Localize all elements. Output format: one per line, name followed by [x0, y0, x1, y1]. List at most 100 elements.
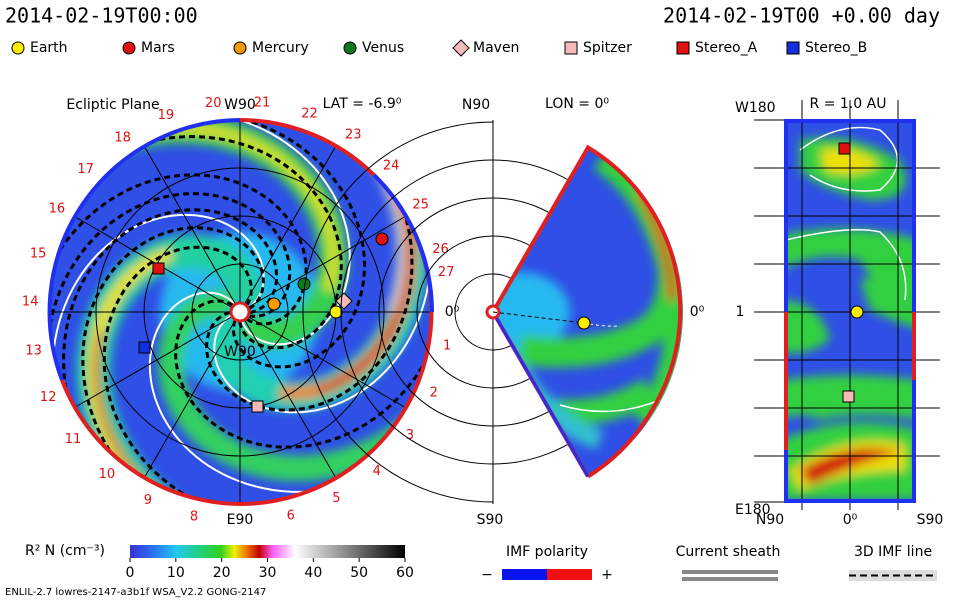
legend-label: Mercury	[252, 40, 309, 56]
imf-line	[161, 120, 414, 412]
sheath-line	[786, 229, 907, 301]
imf-line	[48, 135, 343, 374]
axis-label: W90	[224, 344, 256, 360]
grid-arc	[302, 121, 494, 503]
axis-label: 0⁰	[445, 304, 460, 320]
axis-label: W90	[224, 97, 256, 113]
sheath-line	[682, 570, 778, 574]
imf-line	[81, 226, 391, 504]
colorbar-tick-label: 10	[167, 565, 185, 581]
sheath-line	[48, 120, 351, 346]
sector-label: 21	[254, 96, 271, 111]
lat-label: LAT = -6.9⁰	[323, 96, 402, 112]
sector-label: 2	[430, 385, 438, 400]
field-band	[87, 248, 346, 504]
axis-label: 0⁰	[843, 512, 858, 528]
meridional-panel: N90 LON = 0⁰ 0⁰ S90	[302, 96, 705, 528]
time-right: 2014-02-19T00 +0.00 day	[663, 4, 940, 28]
legend-marker	[564, 41, 578, 55]
legend-label: Spitzer	[583, 40, 632, 56]
axis-label: W180	[735, 100, 776, 116]
colorbar-tick-label: 20	[213, 565, 231, 581]
legend-marker	[786, 41, 800, 55]
legend-label: Earth	[30, 40, 68, 56]
imf-line	[174, 120, 432, 449]
radial-panel: W180 R = 1.0 AU 1 E180 N90 0⁰ S90	[735, 96, 943, 528]
sector-label: 9	[144, 493, 152, 508]
sector-label: 12	[40, 390, 57, 405]
colorbar-tick-label: 60	[396, 565, 414, 581]
colorbar-tick-label: 40	[304, 565, 322, 581]
field-patch	[786, 300, 830, 354]
axis-label: E180	[735, 502, 771, 518]
sector-label: 24	[383, 159, 400, 174]
sheath-line	[682, 577, 778, 581]
ecliptic-panel: Ecliptic Plane W90 LAT = -6.9⁰ 0⁰ E90 W9…	[22, 96, 460, 528]
axis-label: E90	[227, 512, 254, 528]
sector-label: 1	[443, 339, 451, 354]
sector-label: 6	[287, 508, 295, 523]
imf-line	[102, 245, 432, 504]
imf-pos	[547, 569, 592, 580]
imf-minus: −	[481, 567, 493, 583]
legend-label: Venus	[362, 40, 404, 56]
field-band	[229, 120, 414, 393]
legend-marker	[122, 41, 136, 55]
sector-label: 22	[301, 106, 318, 121]
axis-label: N90	[462, 97, 490, 113]
sector-label: 25	[412, 197, 429, 212]
panel-title: Ecliptic Plane	[66, 97, 159, 113]
sheath-line	[799, 126, 899, 192]
imf-line	[48, 192, 292, 504]
density-field	[786, 137, 914, 500]
grid-arc	[340, 159, 494, 465]
field-patch	[860, 276, 914, 328]
sector-label: 16	[49, 202, 66, 217]
sector-label: 3	[406, 428, 414, 443]
legend-label: Stereo_B	[805, 40, 867, 56]
legend-marker	[343, 41, 357, 55]
r-label: R = 1.0 AU	[810, 96, 887, 112]
legend-label: Stereo_A	[695, 40, 758, 56]
legend: Earth Mars Mercury Venus Maven Spitzer Stereo_…	[11, 39, 867, 57]
legend-marker	[233, 41, 247, 55]
sheath-title: Current sheath	[676, 544, 781, 560]
sheath-line	[559, 399, 661, 413]
colorbar-tick-label: 0	[126, 565, 135, 581]
sector-label: 4	[373, 464, 381, 479]
axis-label: 0⁰	[690, 304, 705, 320]
axis-label: N90	[756, 512, 784, 528]
field-band	[157, 245, 432, 482]
imfline-title: 3D IMF line	[854, 544, 932, 560]
legend-label: Mars	[141, 40, 175, 56]
colorbar-tick-label: 30	[259, 565, 277, 581]
grid-arc	[416, 235, 494, 389]
colorbar-label: R² N (cm⁻³)	[25, 543, 105, 559]
legend-marker	[452, 39, 470, 57]
axis-label: S90	[477, 512, 504, 528]
legend-marker	[11, 41, 25, 55]
grid-arc	[378, 197, 494, 427]
sector-label: 11	[65, 432, 82, 447]
imf-line	[48, 173, 308, 504]
sector-label: 18	[114, 130, 131, 145]
imf-plus: +	[601, 567, 613, 583]
footer: ENLIL-2.7 lowres-2147-a3b1f WSA_V2.2 GON…	[5, 587, 266, 598]
sector-label: 15	[30, 247, 47, 262]
colorbar	[130, 545, 405, 558]
axis-label: S90	[917, 512, 944, 528]
sector-label: 5	[332, 491, 340, 506]
imf-title: IMF polarity	[506, 544, 588, 560]
sector-label: 13	[25, 343, 42, 358]
sector-label: 14	[22, 295, 39, 310]
sector-label: 8	[190, 509, 198, 524]
sector-label: 26	[432, 242, 449, 257]
sector-label: 17	[77, 162, 94, 177]
imf-line	[62, 208, 296, 504]
legend-label: Maven	[473, 40, 519, 56]
time-left: 2014-02-19T00:00	[5, 4, 198, 28]
colorbar-tick-label: 50	[350, 565, 368, 581]
lon-label: LON = 0⁰	[545, 96, 609, 112]
